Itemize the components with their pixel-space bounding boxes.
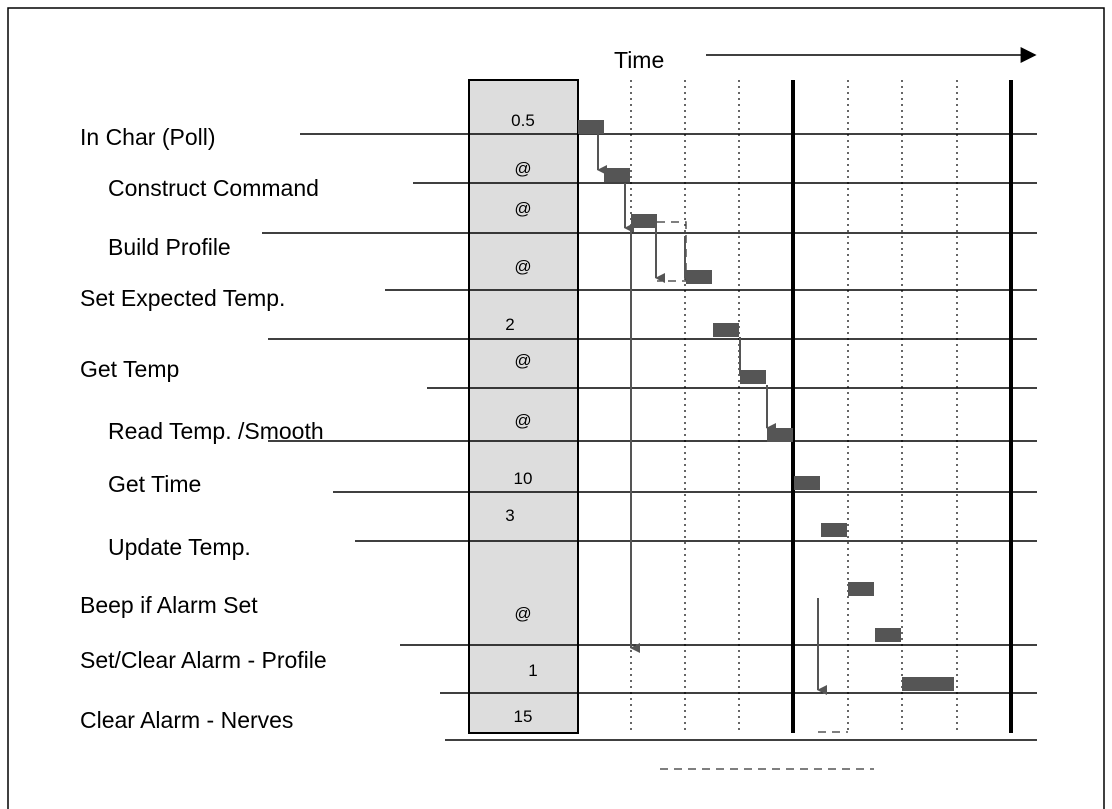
task-bar — [821, 523, 847, 537]
task-label: Set/Clear Alarm - Profile — [80, 647, 327, 673]
task-bar — [686, 270, 712, 284]
task-label: Beep if Alarm Set — [80, 592, 258, 618]
rate-value: @ — [514, 604, 531, 623]
rate-value: 3 — [505, 506, 514, 525]
task-bar — [848, 582, 874, 596]
task-bar — [794, 476, 820, 490]
task-bar — [578, 120, 604, 134]
task-bar — [875, 628, 901, 642]
rate-value: @ — [514, 351, 531, 370]
rate-value: 0.5 — [511, 111, 535, 130]
dashed-loop — [657, 221, 687, 282]
task-bar — [604, 168, 630, 182]
task-bar — [631, 214, 657, 228]
rate-value: @ — [514, 159, 531, 178]
rate-value: 1 — [528, 661, 537, 680]
rate-value: 10 — [514, 469, 533, 488]
rate-value: 2 — [505, 315, 514, 334]
grid — [262, 80, 1037, 741]
rate-value: @ — [514, 199, 531, 218]
marks — [578, 120, 954, 770]
task-label: In Char (Poll) — [80, 124, 215, 150]
task-label: Build Profile — [108, 234, 231, 260]
task-bar — [767, 428, 793, 442]
task-label: Read Temp. /Smooth — [108, 418, 324, 444]
frame — [7, 7, 1105, 809]
task-label: Get Temp — [80, 356, 179, 382]
task-label: Get Time — [108, 471, 201, 497]
task-label: Set Expected Temp. — [80, 285, 285, 311]
rate-box — [468, 79, 579, 734]
task-label: Construct Command — [108, 175, 319, 201]
task-bar — [713, 323, 739, 337]
task-label: Clear Alarm - Nerves — [80, 707, 293, 733]
time-label: Time — [614, 47, 664, 73]
task-label: Update Temp. — [108, 534, 251, 560]
task-bar — [902, 677, 954, 691]
rate-value: @ — [514, 257, 531, 276]
rate-value: @ — [514, 411, 531, 430]
rate-value: 15 — [514, 707, 533, 726]
labels: In Char (Poll) Construct Command Build Pro… — [80, 111, 538, 733]
task-bar — [740, 370, 766, 384]
